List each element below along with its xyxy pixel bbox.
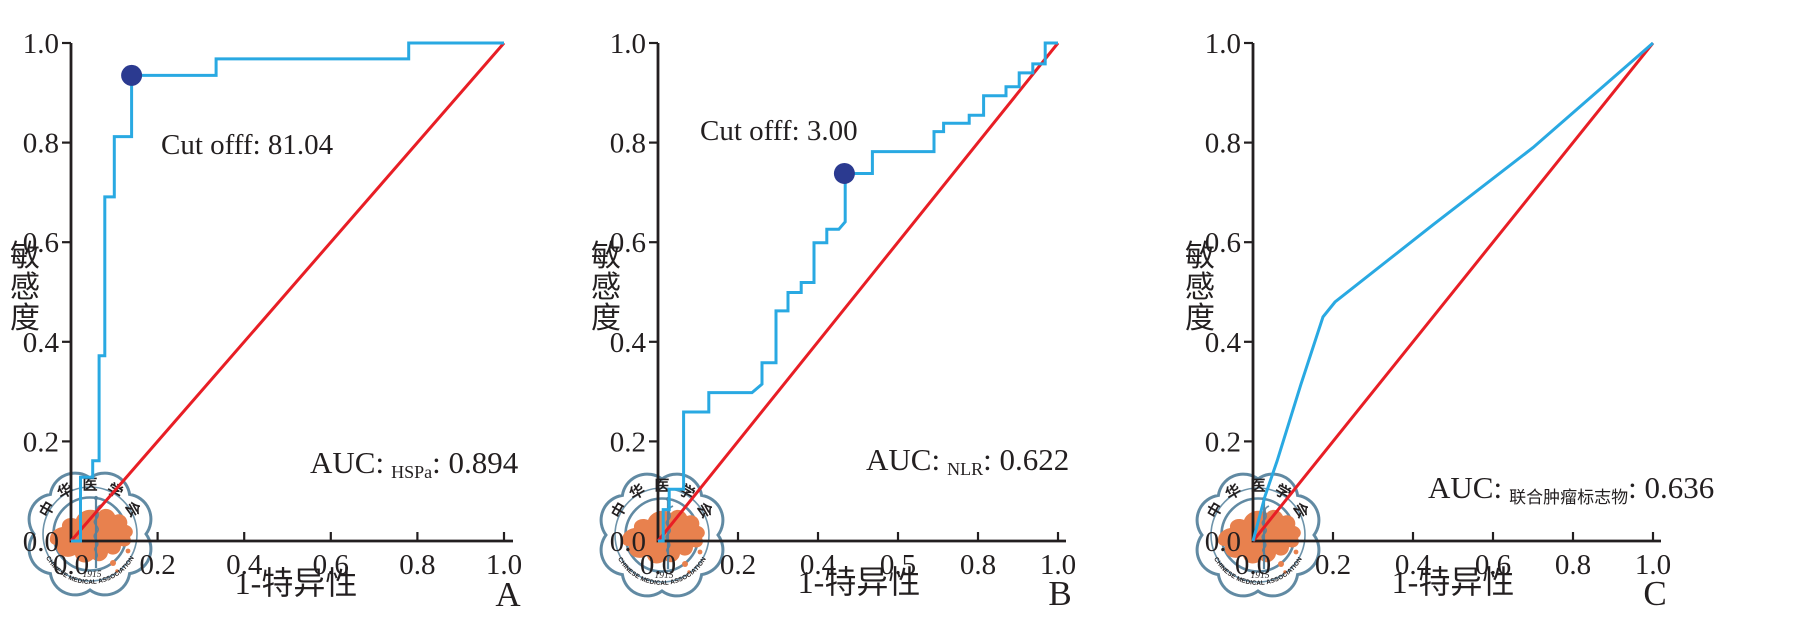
x-axis-title: 1-特异性 xyxy=(1392,564,1515,600)
panel-c: 0.0 0.2 0.4 0.6 0.8 1.0 0.0 0.2 0.4 0.6 0.8 1.0 1-特异… xyxy=(1185,28,1714,613)
y-tick-label: 1.0 xyxy=(610,28,646,60)
y-tick-label: 0.0 xyxy=(610,526,646,558)
y-tick-label: 0.6 xyxy=(1205,227,1241,259)
x-tick-label: 0.0 xyxy=(640,549,676,581)
cutoff-dot xyxy=(833,162,855,184)
y-axis-title-char: 感 xyxy=(10,271,40,304)
x-tick-label: 0.2 xyxy=(139,549,175,581)
y-tick-label: 0.6 xyxy=(610,227,646,259)
x-tick-label: 0.2 xyxy=(1315,549,1351,581)
reference-diagonal xyxy=(1251,42,1655,542)
x-tick-label: 0.6 xyxy=(313,549,349,581)
y-tick-label: 0.2 xyxy=(610,426,646,458)
y-tick-label: 0.4 xyxy=(610,327,647,359)
y-axis-title-char: 度 xyxy=(10,302,40,335)
auc-annotation: AUC: NLR: 0.622 xyxy=(866,442,1069,479)
y-tick-label: 0.4 xyxy=(1205,327,1242,359)
panel-letter: B xyxy=(1048,574,1071,613)
x-tick-label: 1.0 xyxy=(1635,549,1671,581)
y-axis-title-char: 度 xyxy=(1185,302,1215,335)
x-tick-label: 1.0 xyxy=(1040,549,1076,581)
x-tick-label: 0.4 xyxy=(1395,549,1432,581)
x-tick-label: 0.8 xyxy=(1555,549,1591,581)
x-tick-label: 0.5 xyxy=(880,549,916,581)
panel-letter: A xyxy=(495,575,521,614)
x-axis-title: 1-特异性 xyxy=(798,564,921,600)
y-axis-title-char: 敏 xyxy=(10,240,40,273)
y-tick-label: 0.2 xyxy=(23,426,59,458)
panel-letter: C xyxy=(1643,574,1666,613)
auc-prefix: AUC: xyxy=(1428,470,1502,505)
x-tick-label: 1.0 xyxy=(486,549,522,581)
y-tick-label: 1.0 xyxy=(23,28,59,60)
panel-a: 0.0 0.2 0.4 0.6 0.8 1.0 0.0 0.2 0.4 0.6 0.8 1.0 1-特异… xyxy=(10,28,522,614)
auc-marker: HSPa xyxy=(391,462,432,482)
roc-curve xyxy=(71,41,504,543)
panels-layer: 0.0 0.2 0.4 0.6 0.8 1.0 0.0 0.2 0.4 0.6 0.8 1.0 1-特异… xyxy=(10,28,1714,614)
y-tick-label: 0.0 xyxy=(1205,526,1241,558)
auc-prefix: AUC: xyxy=(310,445,384,480)
cutoff-annotation: Cut offf: 3.00 xyxy=(700,115,858,147)
y-tick-label: 0.8 xyxy=(23,128,59,160)
x-tick-label: 0.2 xyxy=(720,549,756,581)
y-axis-title-char: 敏 xyxy=(1185,240,1215,273)
cutoff-annotation: Cut offf: 81.04 xyxy=(161,129,334,161)
x-tick-label: 0.8 xyxy=(960,549,996,581)
y-axis-title-char: 感 xyxy=(591,271,621,304)
y-axis-title-char: 度 xyxy=(591,302,621,335)
x-tick-label: 0.4 xyxy=(800,549,837,581)
roc-curve xyxy=(1251,41,1654,542)
x-axis-title: 1-特异性 xyxy=(235,565,358,601)
y-tick-label: 0.0 xyxy=(23,526,59,558)
cutoff-dot xyxy=(121,64,143,86)
auc-prefix: AUC: xyxy=(866,442,940,477)
x-tick-label: 0.4 xyxy=(226,549,263,581)
reference-diagonal xyxy=(656,42,1060,542)
x-tick-label: 0.0 xyxy=(1235,549,1271,581)
y-tick-label: 0.4 xyxy=(23,327,60,359)
y-axis-title-char: 感 xyxy=(1185,271,1215,304)
y-tick-label: 1.0 xyxy=(1205,28,1241,60)
reference-diagonal xyxy=(69,42,506,542)
x-tick-label: 0.8 xyxy=(399,549,435,581)
y-tick-label: 0.6 xyxy=(23,227,59,259)
x-tick-label: 0.0 xyxy=(53,549,89,581)
auc-value: : 0.894 xyxy=(432,445,519,480)
auc-annotation: AUC: 联合肿瘤标志物: 0.636 xyxy=(1428,470,1714,507)
panel-b: 0.0 0.2 0.4 0.5 0.8 1.0 0.0 0.2 0.4 0.6 0.8 1.0 1-特异… xyxy=(591,28,1076,613)
auc-annotation: AUC: HSPa: 0.894 xyxy=(310,445,519,482)
auc-marker: 联合肿瘤标志物 xyxy=(1509,488,1628,507)
y-tick-label: 0.8 xyxy=(1205,128,1241,160)
roc-curve xyxy=(658,41,1058,543)
x-tick-label: 0.6 xyxy=(1475,549,1511,581)
auc-value: : 0.622 xyxy=(983,442,1069,477)
auc-value: : 0.636 xyxy=(1628,470,1714,505)
y-tick-label: 0.8 xyxy=(610,128,646,160)
y-axis-title-char: 敏 xyxy=(591,240,621,273)
y-tick-label: 0.2 xyxy=(1205,426,1241,458)
auc-marker: NLR xyxy=(947,459,983,479)
